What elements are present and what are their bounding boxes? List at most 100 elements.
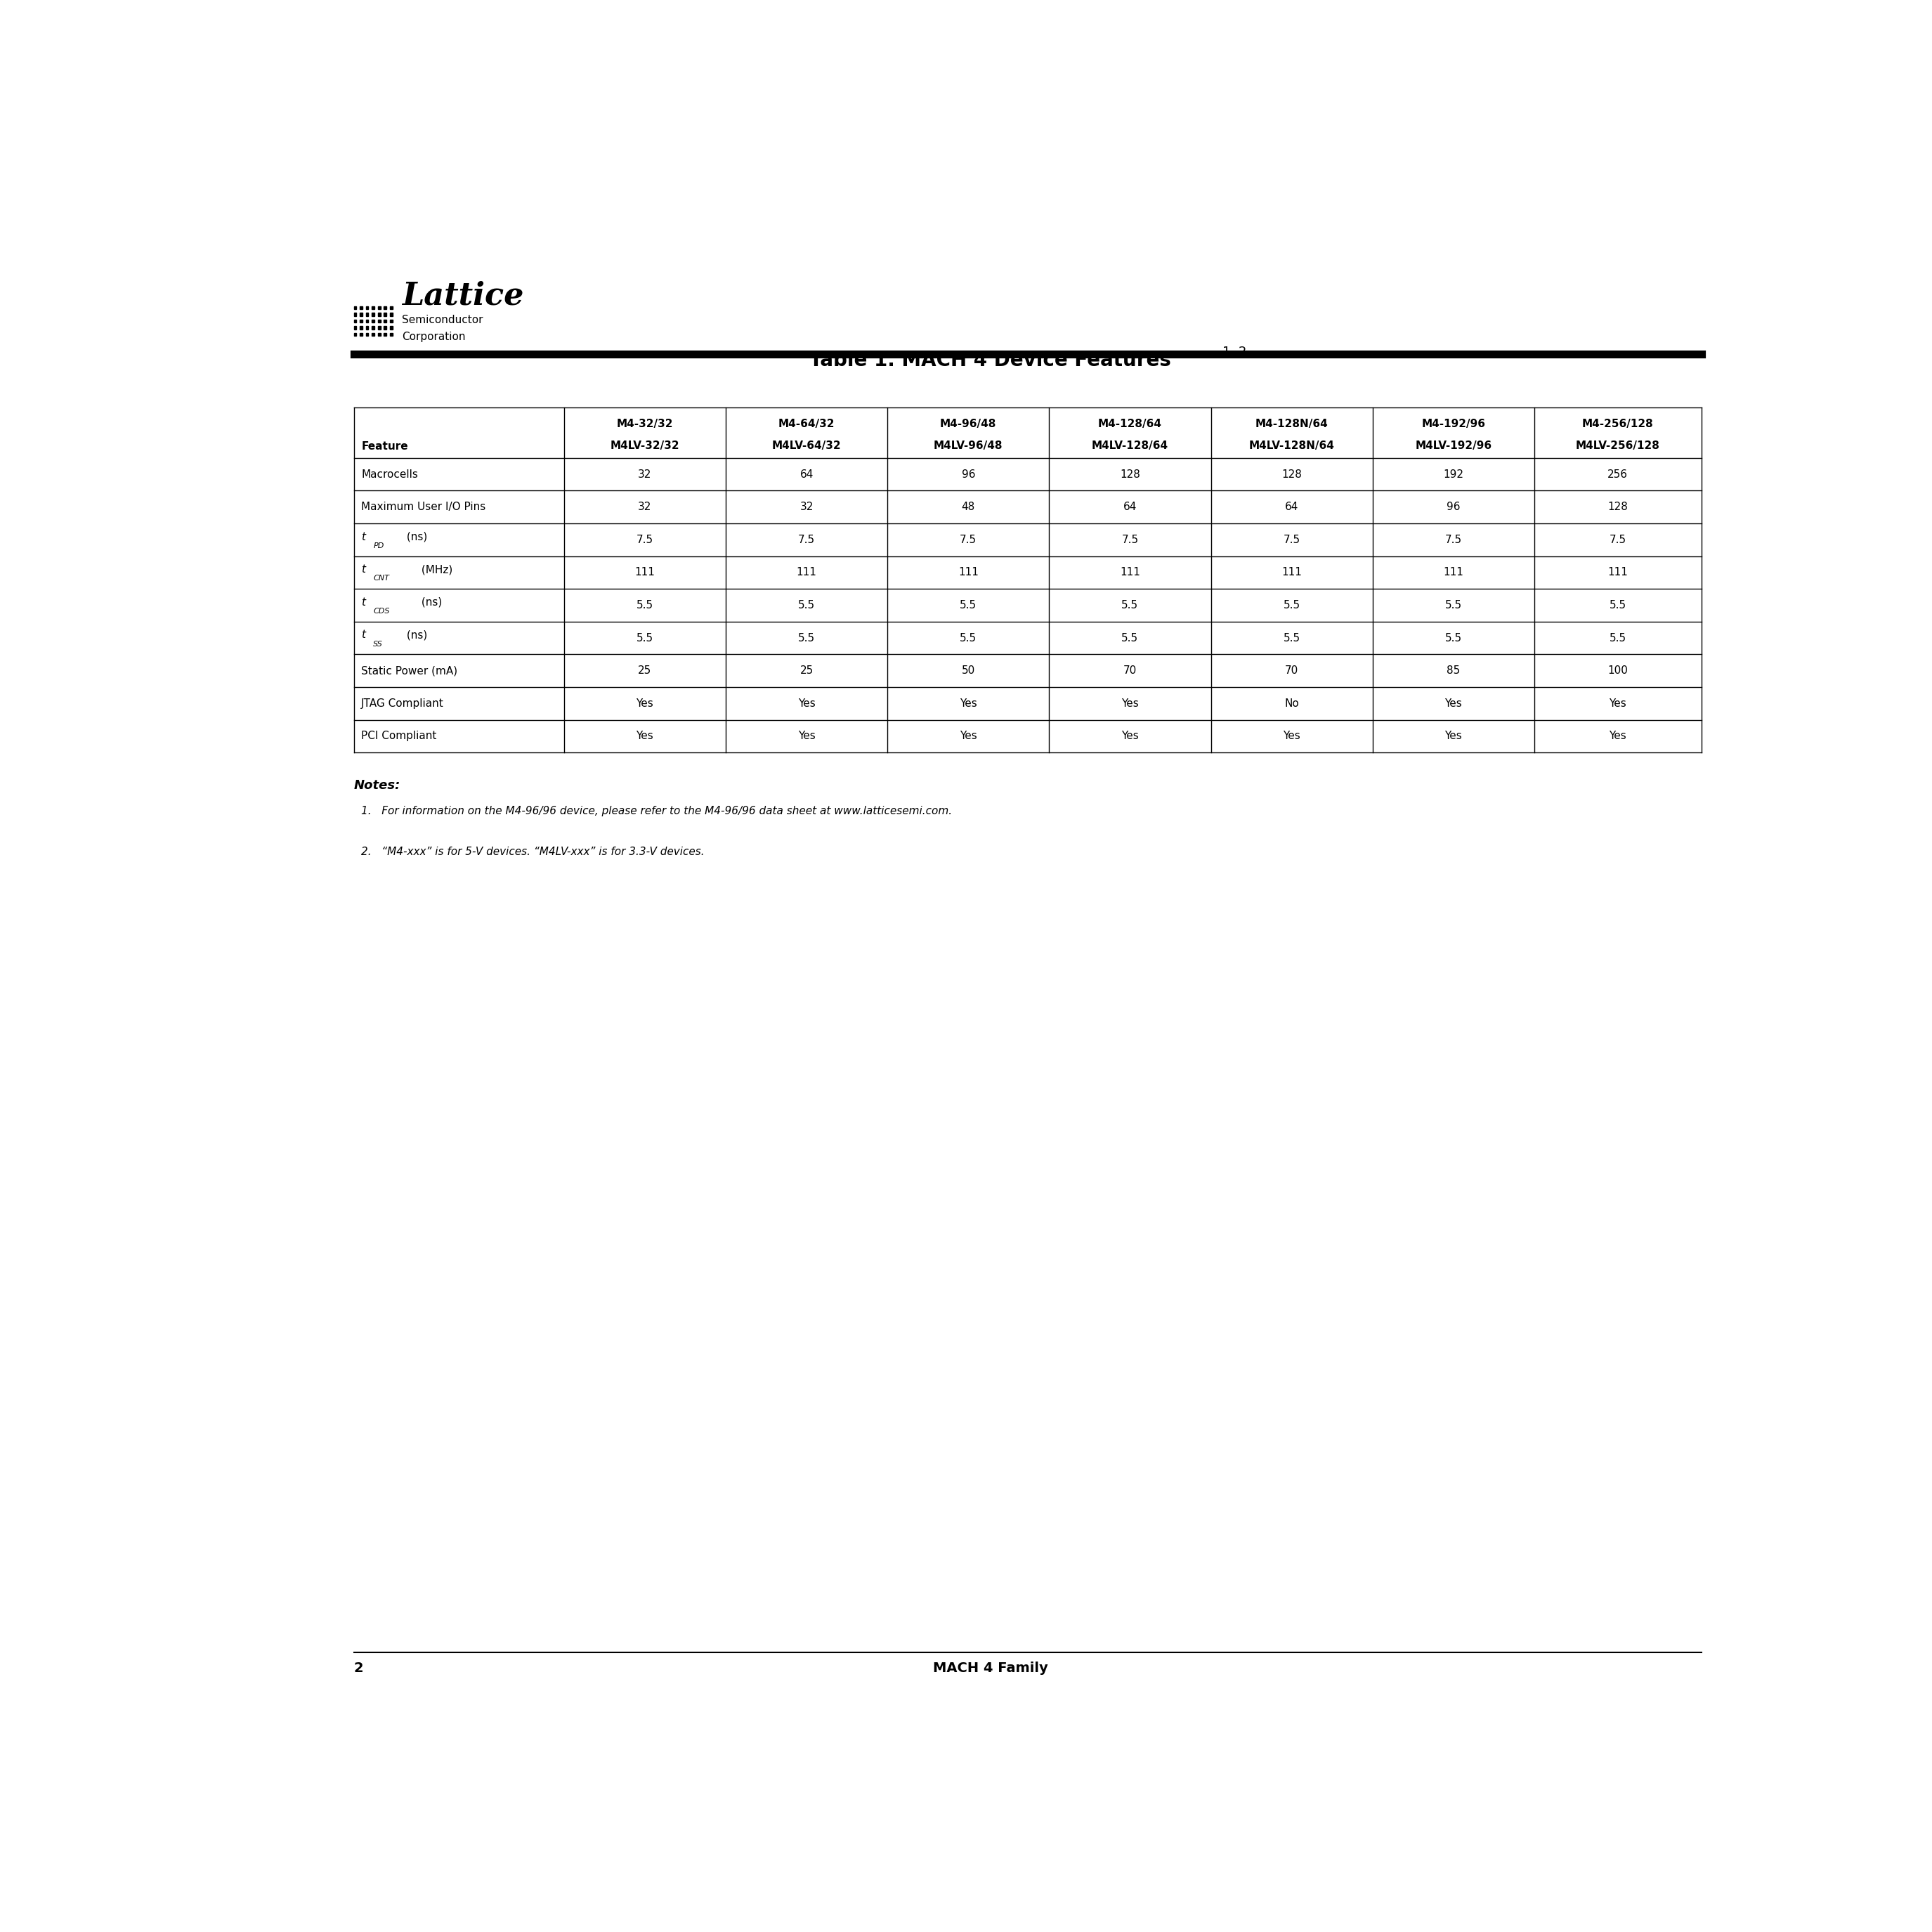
Text: 70: 70 bbox=[1285, 665, 1298, 676]
Text: 5.5: 5.5 bbox=[1283, 632, 1300, 643]
Text: Yes: Yes bbox=[798, 697, 815, 709]
Text: 128: 128 bbox=[1607, 502, 1629, 512]
Text: Yes: Yes bbox=[1609, 697, 1627, 709]
Bar bbox=[371, 305, 375, 309]
Text: Yes: Yes bbox=[960, 730, 978, 742]
Text: Yes: Yes bbox=[1445, 730, 1463, 742]
Bar bbox=[379, 332, 381, 336]
Text: 7.5: 7.5 bbox=[1121, 535, 1138, 545]
Text: M4LV-64/32: M4LV-64/32 bbox=[773, 440, 840, 452]
Bar bbox=[359, 332, 363, 336]
Bar bbox=[390, 305, 392, 309]
Text: M4LV-256/128: M4LV-256/128 bbox=[1577, 440, 1660, 452]
Text: 96: 96 bbox=[1447, 502, 1461, 512]
Bar bbox=[384, 319, 386, 323]
Bar bbox=[354, 332, 357, 336]
Text: 85: 85 bbox=[1447, 665, 1461, 676]
Bar bbox=[379, 319, 381, 323]
Text: t: t bbox=[361, 531, 365, 543]
Text: 128: 128 bbox=[1281, 469, 1302, 479]
Bar bbox=[365, 305, 369, 309]
Bar bbox=[359, 305, 363, 309]
Text: Static Power (mA): Static Power (mA) bbox=[361, 665, 458, 676]
Text: M4-256/128: M4-256/128 bbox=[1582, 419, 1654, 429]
Text: (ns): (ns) bbox=[404, 531, 427, 543]
Bar bbox=[354, 313, 357, 317]
Text: 111: 111 bbox=[1443, 568, 1464, 578]
Text: M4-192/96: M4-192/96 bbox=[1422, 419, 1486, 429]
Text: 70: 70 bbox=[1122, 665, 1136, 676]
Text: 48: 48 bbox=[962, 502, 976, 512]
Text: 5.5: 5.5 bbox=[1609, 601, 1627, 611]
Text: 5.5: 5.5 bbox=[960, 601, 978, 611]
Text: M4LV-96/48: M4LV-96/48 bbox=[933, 440, 1003, 452]
Bar bbox=[365, 332, 369, 336]
Text: 32: 32 bbox=[638, 469, 651, 479]
Text: 5.5: 5.5 bbox=[1283, 601, 1300, 611]
Text: 64: 64 bbox=[800, 469, 813, 479]
Bar bbox=[390, 313, 392, 317]
Text: 1, 2: 1, 2 bbox=[1223, 346, 1246, 357]
Text: 100: 100 bbox=[1607, 665, 1629, 676]
Text: t: t bbox=[361, 597, 365, 607]
Bar bbox=[359, 313, 363, 317]
Text: 64: 64 bbox=[1285, 502, 1298, 512]
Bar bbox=[359, 319, 363, 323]
Text: 96: 96 bbox=[962, 469, 976, 479]
Text: PD: PD bbox=[373, 543, 384, 549]
Text: 5.5: 5.5 bbox=[1121, 632, 1138, 643]
Text: M4LV-192/96: M4LV-192/96 bbox=[1414, 440, 1492, 452]
Bar bbox=[371, 327, 375, 328]
Text: M4-64/32: M4-64/32 bbox=[779, 419, 835, 429]
Text: 111: 111 bbox=[636, 568, 655, 578]
Text: 111: 111 bbox=[1121, 568, 1140, 578]
Text: 111: 111 bbox=[1281, 568, 1302, 578]
Text: CDS: CDS bbox=[373, 609, 390, 614]
Bar bbox=[354, 319, 357, 323]
Bar bbox=[354, 327, 357, 328]
Text: 1.   For information on the M4-96/96 device, please refer to the M4-96/96 data s: 1. For information on the M4-96/96 devic… bbox=[361, 806, 952, 817]
Text: M4LV-128N/64: M4LV-128N/64 bbox=[1248, 440, 1335, 452]
Text: Yes: Yes bbox=[1283, 730, 1300, 742]
Bar bbox=[365, 327, 369, 328]
Text: (MHz): (MHz) bbox=[417, 564, 452, 576]
Text: Feature: Feature bbox=[361, 442, 408, 452]
Bar bbox=[384, 327, 386, 328]
Text: Yes: Yes bbox=[1121, 697, 1138, 709]
Text: M4LV-32/32: M4LV-32/32 bbox=[611, 440, 680, 452]
Text: Macrocells: Macrocells bbox=[361, 469, 417, 479]
Text: Yes: Yes bbox=[1445, 697, 1463, 709]
Text: MACH 4 Family: MACH 4 Family bbox=[933, 1662, 1047, 1675]
Bar bbox=[354, 305, 357, 309]
Text: t: t bbox=[361, 630, 365, 639]
Text: 64: 64 bbox=[1122, 502, 1136, 512]
Text: M4-128N/64: M4-128N/64 bbox=[1256, 419, 1327, 429]
Text: Yes: Yes bbox=[960, 697, 978, 709]
Text: M4-128/64: M4-128/64 bbox=[1097, 419, 1161, 429]
Bar bbox=[384, 332, 386, 336]
Text: 111: 111 bbox=[796, 568, 817, 578]
Bar bbox=[384, 305, 386, 309]
Text: 7.5: 7.5 bbox=[636, 535, 653, 545]
Text: M4-32/32: M4-32/32 bbox=[616, 419, 672, 429]
Text: 5.5: 5.5 bbox=[1445, 632, 1463, 643]
Bar bbox=[365, 313, 369, 317]
Text: 32: 32 bbox=[800, 502, 813, 512]
Text: M4LV-128/64: M4LV-128/64 bbox=[1092, 440, 1169, 452]
Text: 192: 192 bbox=[1443, 469, 1464, 479]
Text: Lattice: Lattice bbox=[402, 280, 524, 311]
Text: 7.5: 7.5 bbox=[960, 535, 978, 545]
Text: Yes: Yes bbox=[1121, 730, 1138, 742]
Text: 25: 25 bbox=[638, 665, 651, 676]
Text: Yes: Yes bbox=[636, 697, 653, 709]
Bar bbox=[359, 327, 363, 328]
Text: 7.5: 7.5 bbox=[798, 535, 815, 545]
Text: 5.5: 5.5 bbox=[798, 601, 815, 611]
Bar bbox=[390, 327, 392, 328]
Text: Corporation: Corporation bbox=[402, 332, 466, 342]
Text: Table 1. MACH 4 Device Features: Table 1. MACH 4 Device Features bbox=[810, 350, 1171, 371]
Text: SS: SS bbox=[373, 639, 383, 647]
Text: 111: 111 bbox=[1607, 568, 1629, 578]
Text: 7.5: 7.5 bbox=[1445, 535, 1463, 545]
Text: Maximum User I/O Pins: Maximum User I/O Pins bbox=[361, 502, 485, 512]
